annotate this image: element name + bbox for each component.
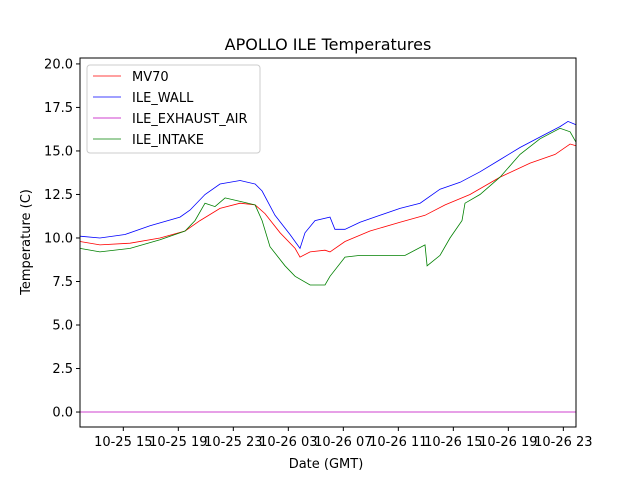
y-tick-label: 0.0 — [52, 406, 73, 421]
legend-box — [86, 64, 261, 154]
x-tick-label: 10-26 11 — [369, 435, 427, 450]
x-tick-label: 10-26 07 — [314, 435, 372, 450]
x-tick-label: 10-25 19 — [149, 435, 207, 450]
x-tick-label: 10-25 15 — [94, 435, 152, 450]
y-tick-label: 2.5 — [52, 362, 73, 377]
y-axis: 0.0 2.5 5.0 7.5 10.0 12.5 15.0 17.5 20.0 — [44, 57, 80, 421]
y-tick-label: 20.0 — [44, 57, 73, 72]
legend-label: ILE_EXHAUST_AIR — [132, 112, 248, 127]
x-axis-label: Date (GMT) — [289, 457, 364, 472]
y-tick-label: 7.5 — [52, 275, 73, 290]
x-tick-label: 10-26 03 — [259, 435, 317, 450]
series-layer — [79, 120, 577, 413]
chart-title: APOLLO ILE Temperatures — [225, 35, 432, 54]
x-tick-label: 10-26 15 — [424, 435, 482, 450]
series-line-ile-wall — [79, 120, 577, 250]
series-line-ile-intake — [79, 127, 577, 286]
y-tick-label: 15.0 — [44, 144, 73, 159]
y-tick-label: 17.5 — [44, 101, 73, 116]
legend-label: ILE_INTAKE — [132, 133, 204, 148]
legend-label: MV70 — [132, 70, 169, 85]
legend: MV70 ILE_WALL ILE_EXHAUST_AIR ILE_INTAKE — [86, 64, 261, 154]
plot-frame — [79, 57, 577, 428]
x-tick-label: 10-25 23 — [204, 435, 262, 450]
legend-label: ILE_WALL — [132, 91, 194, 106]
y-tick-label: 10.0 — [44, 231, 73, 246]
y-axis-label: Temperature (C) — [19, 189, 34, 296]
y-tick-label: 5.0 — [52, 319, 73, 334]
y-tick-label: 12.5 — [44, 188, 73, 203]
series-line-mv70 — [79, 143, 577, 258]
x-tick-label: 10-26 23 — [534, 435, 592, 450]
x-tick-label: 10-26 19 — [479, 435, 537, 450]
